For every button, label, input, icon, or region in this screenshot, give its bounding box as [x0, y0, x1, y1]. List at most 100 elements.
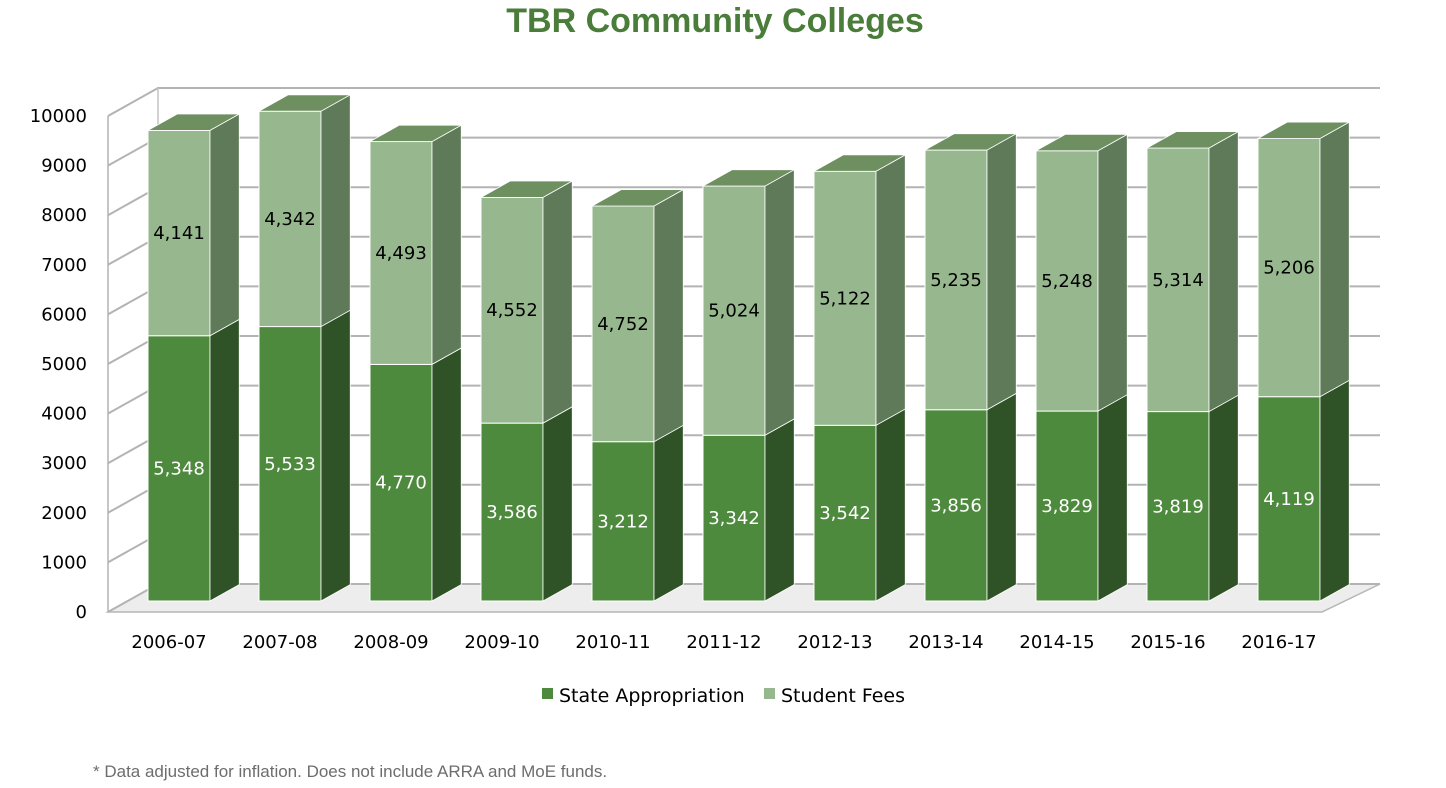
legend-swatch-1: [764, 688, 775, 699]
bar-state-appropriation-2006-07: [147, 335, 211, 602]
bars: [146, 94, 1351, 602]
legend-swatch-0: [542, 688, 553, 699]
bar-top-2016-17: [1256, 121, 1351, 139]
bar-side-0-2011-12: [764, 418, 795, 602]
bar-top-2009-10: [479, 180, 574, 198]
bar-student-fees-2008-09: [369, 141, 433, 365]
bar-top-2011-12: [701, 169, 796, 187]
y-tick-label: 9000: [41, 156, 87, 177]
bar-side-1-2011-12: [764, 168, 795, 436]
bar-state-appropriation-2012-13: [813, 424, 877, 602]
y-tick-label: 5000: [41, 354, 87, 375]
bar-state-appropriation-2011-12: [702, 434, 766, 602]
bar-student-fees-2009-10: [480, 196, 544, 424]
x-tick-label: 2009-10: [464, 632, 539, 653]
data-label-1-2006-07: 4,141: [153, 223, 205, 244]
bar-side-1-2013-14: [986, 133, 1017, 411]
bar-student-fees-2006-07: [147, 129, 211, 337]
data-label-0-2012-13: 3,542: [819, 503, 871, 524]
data-label-1-2012-13: 5,122: [819, 288, 871, 309]
x-tick-label: 2010-11: [575, 632, 650, 653]
bar-side-0-2014-15: [1097, 394, 1128, 602]
bar-state-appropriation-2010-11: [591, 441, 655, 602]
x-tick-label: 2016-17: [1241, 632, 1316, 653]
bar-side-0-2008-09: [431, 347, 462, 602]
y-tick-label: 0: [76, 602, 87, 623]
bar-student-fees-2014-15: [1035, 150, 1099, 412]
x-tick-label: 2015-16: [1130, 632, 1205, 653]
x-tick-label: 2013-14: [908, 632, 983, 653]
data-label-0-2010-11: 3,212: [597, 511, 649, 532]
data-labels: 5,348 4,141 5,533 4,342 4,770 4,493 3,586 4,552…: [153, 209, 1315, 532]
bar-state-appropriation-2016-17: [1257, 396, 1321, 602]
x-axis-categories: 2006-07 2007-08 2008-09 2009-10 2010-11 2011-…: [131, 632, 1316, 653]
bar-side-0-2015-16: [1208, 394, 1239, 602]
data-label-1-2007-08: 4,342: [264, 209, 316, 230]
data-label-0-2015-16: 3,819: [1152, 496, 1204, 517]
bar-student-fees-2011-12: [702, 185, 766, 436]
bar-student-fees-2013-14: [924, 149, 988, 411]
data-label-1-2016-17: 5,206: [1263, 258, 1315, 279]
bar-side-0-2006-07: [209, 318, 240, 602]
data-label-0-2008-09: 4,770: [375, 473, 427, 494]
bar-side-1-2016-17: [1319, 121, 1350, 398]
data-label-1-2013-14: 5,235: [930, 270, 982, 291]
footnote: * Data adjusted for inflation. Does not …: [93, 762, 608, 781]
data-label-0-2013-14: 3,856: [930, 495, 982, 516]
bar-side-0-2016-17: [1319, 379, 1350, 602]
bar-student-fees-2007-08: [258, 110, 322, 328]
data-label-1-2014-15: 5,248: [1041, 271, 1093, 292]
data-label-1-2010-11: 4,752: [597, 314, 649, 335]
bar-top-2010-11: [590, 189, 685, 207]
bar-top-2013-14: [923, 133, 1018, 151]
bar-top-2012-13: [812, 154, 907, 172]
bar-side-0-2007-08: [320, 309, 351, 602]
data-label-0-2014-15: 3,829: [1041, 496, 1093, 517]
data-label-1-2011-12: 5,024: [708, 301, 760, 322]
x-tick-label: 2007-08: [242, 632, 317, 653]
x-tick-label: 2008-09: [353, 632, 428, 653]
data-label-0-2011-12: 3,342: [708, 508, 760, 529]
y-axis-ticks: 0 1000 2000 3000 4000 5000 6000 7000 8000 9000 100…: [30, 106, 87, 623]
bar-side-0-2010-11: [653, 424, 684, 602]
bar-side-0-2013-14: [986, 392, 1017, 602]
y-tick-label: 1000: [41, 552, 87, 573]
bar-state-appropriation-2009-10: [480, 422, 544, 602]
bar-side-1-2006-07: [209, 113, 240, 337]
legend: State Appropriation Student Fees: [542, 685, 905, 707]
y-tick-label: 4000: [41, 404, 87, 425]
x-tick-label: 2011-12: [686, 632, 761, 653]
legend-label-0: State Appropriation: [559, 685, 745, 707]
bar-top-2008-09: [368, 124, 463, 142]
y-tick-label: 10000: [30, 106, 87, 127]
bar-side-1-2009-10: [542, 180, 573, 424]
data-label-0-2016-17: 4,119: [1263, 489, 1315, 510]
bar-state-appropriation-2008-09: [369, 363, 433, 602]
bar-side-1-2014-15: [1097, 133, 1128, 412]
bar-state-appropriation-2014-15: [1035, 410, 1099, 602]
x-tick-label: 2006-07: [131, 632, 206, 653]
bar-side-1-2015-16: [1208, 130, 1239, 413]
data-label-0-2009-10: 3,586: [486, 502, 538, 523]
data-label-1-2008-09: 4,493: [375, 243, 427, 264]
bar-side-0-2009-10: [542, 406, 573, 602]
x-tick-label: 2012-13: [797, 632, 872, 653]
data-label-0-2006-07: 5,348: [153, 458, 205, 479]
bar-side-0-2012-13: [875, 408, 906, 602]
legend-label-1: Student Fees: [781, 685, 905, 707]
y-tick-label: 8000: [41, 205, 87, 226]
bar-side-1-2010-11: [653, 188, 684, 443]
chart-title: TBR Community Colleges: [506, 2, 924, 40]
y-tick-label: 3000: [41, 453, 87, 474]
bar-top-2014-15: [1034, 134, 1129, 152]
data-label-0-2007-08: 5,533: [264, 454, 316, 475]
data-label-1-2009-10: 4,552: [486, 300, 538, 321]
y-tick-label: 2000: [41, 503, 87, 524]
data-label-1-2015-16: 5,314: [1152, 270, 1204, 291]
bar-side-1-2008-09: [431, 124, 462, 366]
bar-side-1-2007-08: [320, 94, 351, 328]
y-tick-label: 6000: [41, 304, 87, 325]
bar-top-2015-16: [1145, 131, 1240, 149]
bar-student-fees-2015-16: [1146, 147, 1210, 413]
bar-top-2006-07: [146, 113, 241, 131]
